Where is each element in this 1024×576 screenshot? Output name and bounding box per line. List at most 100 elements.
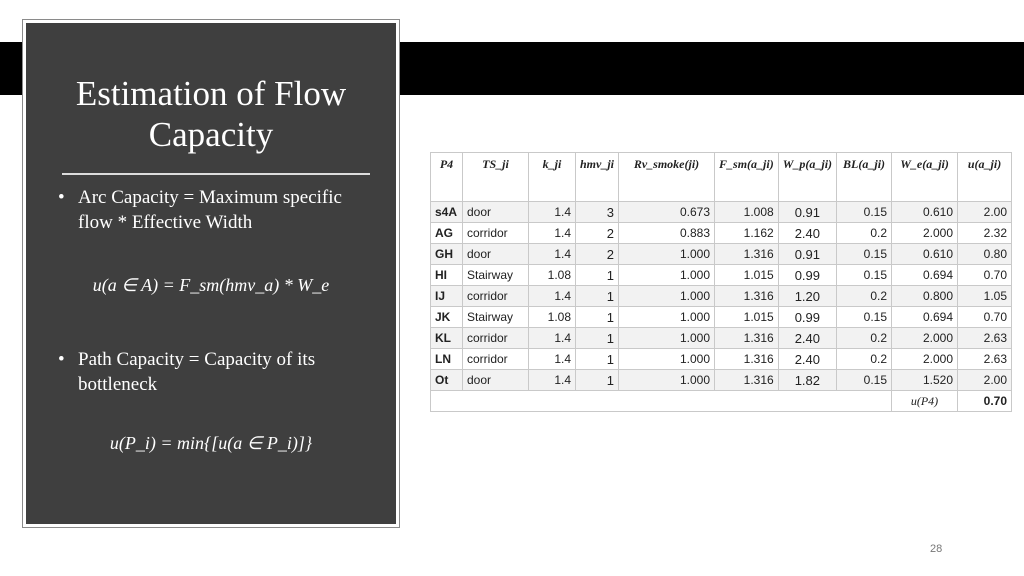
table-cell: 1.000 [618, 306, 716, 328]
table-cell: 1.000 [618, 327, 716, 349]
table-cell: 0.2 [836, 285, 893, 307]
table-cell: 1.4 [528, 369, 576, 391]
table-cell: 0.91 [777, 201, 838, 223]
table-cell: 1.4 [528, 327, 576, 349]
table-cell: 1.08 [528, 306, 576, 328]
table-cell: corridor [462, 327, 529, 349]
table-row: HI Stairway 1.08 1 1.000 1.015 0.99 0.15 0.694 0.… [430, 264, 1013, 286]
bullet-arc-capacity: Arc Capacity = Maximum specific flow * E… [58, 185, 378, 235]
table-cell: 3 [574, 201, 620, 223]
table-cell: 1.4 [528, 348, 576, 370]
table-cell: 2.000 [891, 348, 959, 370]
table-cell: 1.162 [714, 222, 779, 244]
table-cell: 2.40 [777, 327, 838, 349]
table-cell: 0.2 [836, 327, 893, 349]
table-cell: 1.316 [714, 369, 779, 391]
table-cell: KL [430, 327, 463, 349]
table-cell: 1.4 [528, 285, 576, 307]
column-header: Rv_smoke(ji) [618, 152, 716, 202]
column-header: BL(a_ji) [836, 152, 893, 202]
table-cell: 1.000 [618, 243, 716, 265]
table-cell: Stairway [462, 264, 529, 286]
text-panel: Estimation of Flow Capacity Arc Capacity… [22, 19, 400, 528]
table-cell: 1.4 [528, 201, 576, 223]
table-cell: 1.316 [714, 285, 779, 307]
table-cell: 0.70 [957, 306, 1013, 328]
table-cell: 1.520 [891, 369, 959, 391]
table-row: Ot door 1.4 1 1.000 1.316 1.82 0.15 1.520 2.00 [430, 369, 1013, 391]
path-capacity-label: u(P4) [891, 390, 959, 412]
table-cell: 0.99 [777, 306, 838, 328]
table-cell: 1 [574, 369, 620, 391]
table-cell: 0.673 [618, 201, 716, 223]
table-row: KL corridor 1.4 1 1.000 1.316 2.40 0.2 2.000 2.63 [430, 327, 1013, 349]
table-cell: 0.91 [777, 243, 838, 265]
equation-path-capacity: u(P_i) = min{[u(a ∈ P_i)]} [109, 433, 313, 453]
table-cell: 2.40 [777, 348, 838, 370]
table-cell: 1.05 [957, 285, 1013, 307]
table-cell: door [462, 243, 529, 265]
column-header: W_e(a_ji) [891, 152, 959, 202]
table-cell: 1.316 [714, 327, 779, 349]
table-cell: GH [430, 243, 463, 265]
table-cell: 0.694 [891, 306, 959, 328]
column-header: u(a_ji) [957, 152, 1013, 202]
table-cell: 1.015 [714, 306, 779, 328]
table-cell: 0.99 [777, 264, 838, 286]
table-cell: 1 [574, 348, 620, 370]
table-row: JK Stairway 1.08 1 1.000 1.015 0.99 0.15 0.694 0.… [430, 306, 1013, 328]
table-cell: 0.15 [836, 369, 893, 391]
table-cell: HI [430, 264, 463, 286]
table-cell: 1.000 [618, 369, 716, 391]
table-cell: 1.000 [618, 285, 716, 307]
table-cell: 1.000 [618, 348, 716, 370]
table-cell: 0.883 [618, 222, 716, 244]
title-divider [62, 173, 370, 175]
table-cell: 0.70 [957, 264, 1013, 286]
table-cell: 1.000 [618, 264, 716, 286]
table-cell: 2.00 [957, 369, 1013, 391]
table-cell: 2.32 [957, 222, 1013, 244]
equation-arc-capacity: u(a ∈ A) = F_sm(hmv_a) * W_e [92, 275, 330, 295]
table-cell: 0.2 [836, 222, 893, 244]
table-cell: 1.316 [714, 243, 779, 265]
table-cell: 0.694 [891, 264, 959, 286]
table-cell: 1.008 [714, 201, 779, 223]
column-header: hmv_ji [574, 152, 620, 202]
table-cell: door [462, 369, 529, 391]
table-cell: 1.015 [714, 264, 779, 286]
table-cell: 0.15 [836, 243, 893, 265]
table-row: s4A door 1.4 3 0.673 1.008 0.91 0.15 0.610 2.00 [430, 201, 1013, 223]
table-cell: 2.63 [957, 327, 1013, 349]
table-cell: 1 [574, 327, 620, 349]
table-cell: 0.2 [836, 348, 893, 370]
table-cell: 2.00 [957, 201, 1013, 223]
table-cell: 0.610 [891, 243, 959, 265]
table-cell: corridor [462, 348, 529, 370]
empty-cell [429, 390, 893, 412]
table-row: IJ corridor 1.4 1 1.000 1.316 1.20 0.2 0.800 1.05 [430, 285, 1013, 307]
table-cell: s4A [430, 201, 463, 223]
table-cell: LN [430, 348, 463, 370]
table-cell: 0.15 [836, 306, 893, 328]
table-cell: 2 [574, 243, 620, 265]
total-row: u(P4) 0.70 [429, 390, 1013, 412]
column-header: P4 [430, 152, 463, 202]
column-header: W_p(a_ji) [777, 152, 838, 202]
table-cell: 1 [574, 264, 620, 286]
path-capacity-value: 0.70 [957, 390, 1013, 412]
table-cell: 2.000 [891, 222, 959, 244]
column-header: F_sm(a_ji) [714, 152, 779, 202]
bullet-path-capacity: Path Capacity = Capacity of its bottlene… [58, 347, 378, 397]
table-cell: 0.800 [891, 285, 959, 307]
table-cell: IJ [430, 285, 463, 307]
table-row: AG corridor 1.4 2 0.883 1.162 2.40 0.2 2.000 2.32 [430, 222, 1013, 244]
slide-title: Estimation of Flow Capacity [75, 74, 347, 154]
table-cell: 1.08 [528, 264, 576, 286]
table-cell: 1.4 [528, 222, 576, 244]
table-cell: door [462, 201, 529, 223]
table-cell: 0.15 [836, 201, 893, 223]
table-cell: corridor [462, 222, 529, 244]
table-cell: 1.20 [777, 285, 838, 307]
table-cell: 2 [574, 222, 620, 244]
